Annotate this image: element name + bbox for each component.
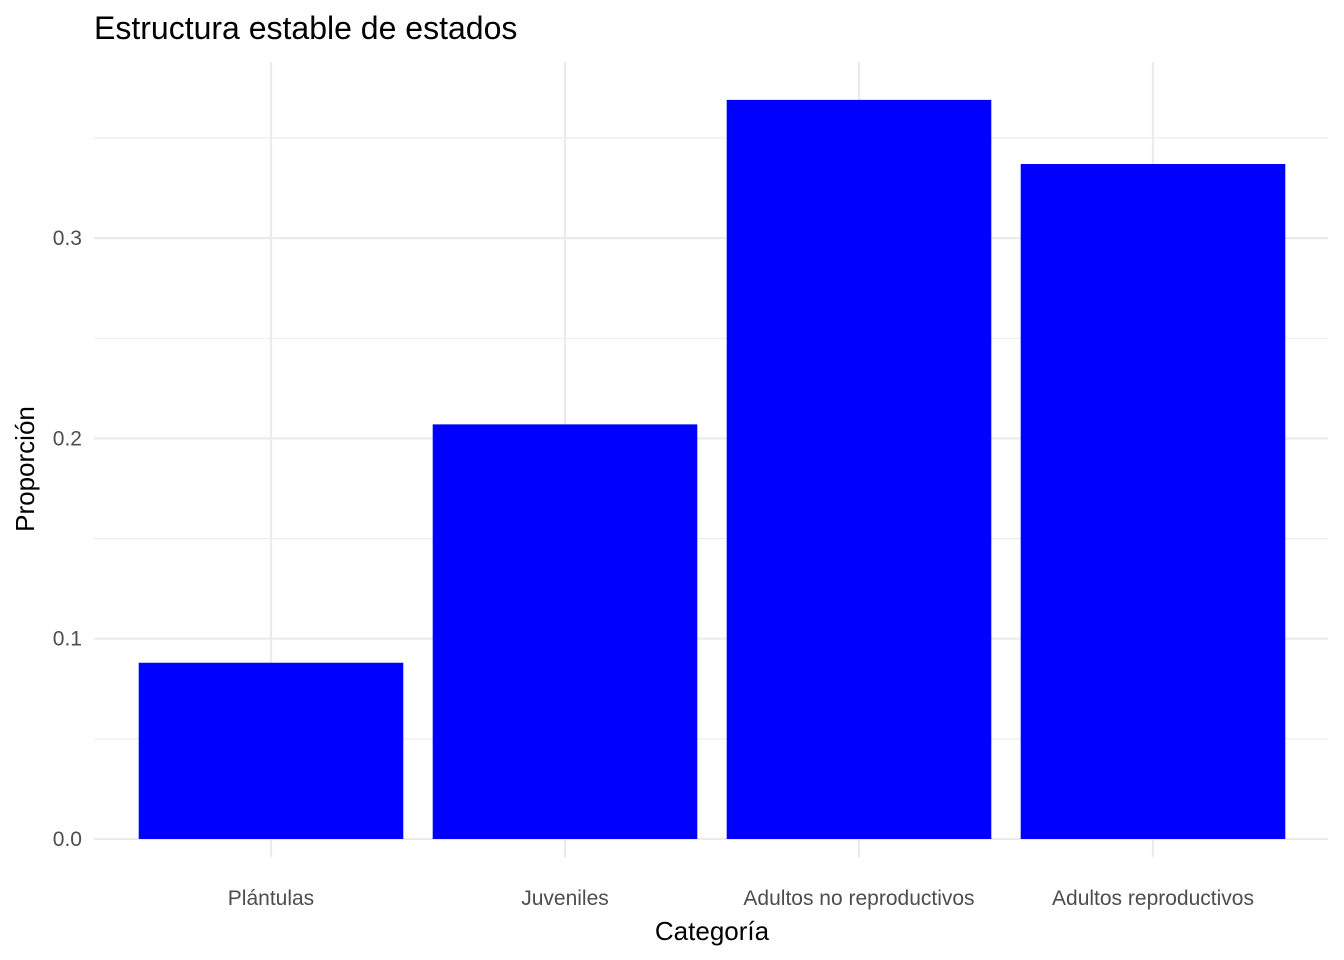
bars bbox=[138, 99, 1286, 839]
bar bbox=[726, 99, 992, 839]
x-tick-label: Juveniles bbox=[521, 887, 609, 910]
x-tick-label: Adultos no reproductivos bbox=[743, 887, 974, 910]
x-tick-label: Plántulas bbox=[228, 887, 314, 910]
y-axis-title: Proporción bbox=[10, 406, 40, 532]
x-axis-title: Categoría bbox=[655, 916, 770, 946]
chart-title: Estructura estable de estados bbox=[94, 10, 517, 46]
bar bbox=[432, 424, 698, 839]
bar bbox=[138, 662, 404, 839]
y-tick-label: 0.0 bbox=[53, 828, 82, 851]
x-axis-ticks: Plántulas Juveniles Adultos no reproductiv… bbox=[228, 887, 1254, 910]
y-tick-label: 0.3 bbox=[53, 227, 82, 250]
y-tick-label: 0.2 bbox=[53, 427, 82, 450]
y-axis-ticks: 0.0 0.1 0.2 0.3 bbox=[53, 227, 82, 851]
y-tick-label: 0.1 bbox=[53, 628, 82, 651]
bar bbox=[1020, 163, 1286, 839]
x-tick-label: Adultos reproductivos bbox=[1052, 887, 1254, 910]
